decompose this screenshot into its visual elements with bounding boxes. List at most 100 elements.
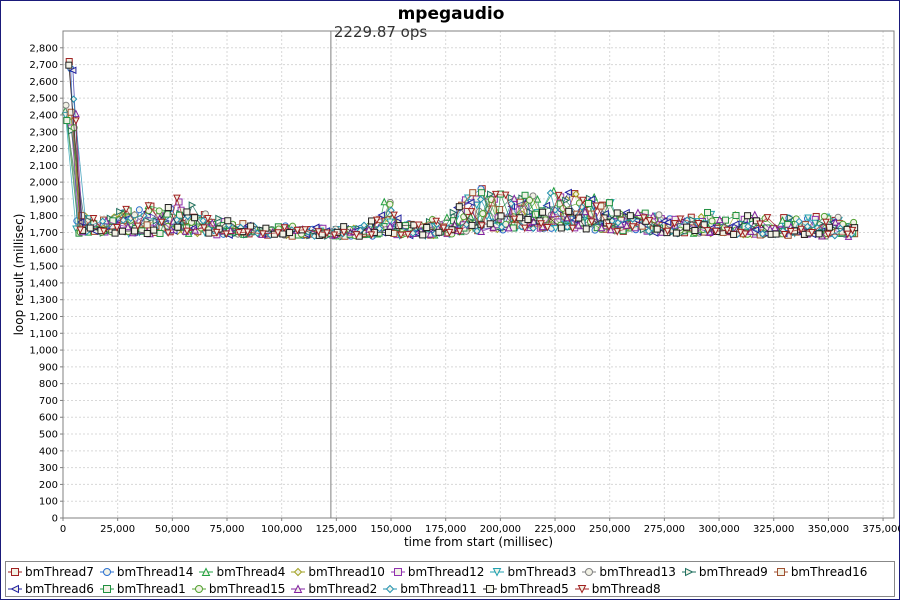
legend-item: bmThread2 (291, 580, 377, 597)
data-point (694, 219, 703, 228)
data-point (704, 208, 712, 216)
data-point (477, 195, 485, 204)
data-point (386, 200, 394, 208)
x-tick-label: 275,000 (644, 524, 685, 535)
y-tick-label: 900 (39, 362, 58, 373)
legend-marker (99, 567, 114, 576)
data-point (86, 224, 94, 232)
data-point (89, 215, 98, 223)
data-point (824, 230, 832, 239)
legend-label: bmThread14 (116, 564, 194, 579)
data-point (116, 207, 124, 216)
legend-label: bmThread8 (591, 581, 661, 596)
legend-label: bmThread1 (116, 581, 186, 596)
data-point (626, 212, 634, 220)
data-point (574, 221, 583, 229)
data-point (711, 227, 720, 236)
data-point (235, 229, 243, 237)
data-point (212, 228, 221, 237)
legend-item: bmThread13 (582, 563, 676, 580)
data-point (67, 108, 75, 116)
data-point (497, 212, 505, 220)
data-point (613, 209, 621, 217)
data-point (393, 214, 402, 222)
data-point (529, 217, 538, 225)
y-tick-label: 2,100 (29, 161, 58, 172)
y-axis-label: loop result (millisec) (12, 214, 26, 336)
data-point (582, 225, 590, 233)
legend-marker (773, 567, 788, 576)
legend-marker (199, 566, 214, 576)
data-point (131, 227, 139, 235)
data-point (780, 231, 789, 239)
data-point (563, 223, 571, 231)
data-point (330, 231, 339, 240)
data-point (224, 217, 232, 225)
data-point (377, 211, 385, 219)
legend-label: bmThread16 (790, 564, 868, 579)
legend-item: bmThread6 (8, 580, 94, 597)
data-point (634, 208, 642, 216)
data-point (473, 227, 481, 235)
data-point (468, 221, 476, 229)
legend-label: bmThread7 (25, 564, 94, 579)
data-point (763, 214, 772, 222)
data-point (279, 230, 287, 238)
data-point (183, 227, 191, 236)
data-point (795, 217, 803, 226)
y-tick-label: 700 (39, 396, 58, 407)
data-point (744, 222, 752, 231)
data-point (72, 109, 80, 118)
data-point (113, 224, 121, 232)
data-point (367, 231, 376, 239)
x-tick-label: 350,000 (808, 524, 849, 535)
data-point (274, 229, 282, 237)
x-tick-label: 125,000 (316, 524, 357, 535)
legend-item: bmThread1 (99, 580, 186, 597)
data-point (510, 215, 519, 224)
data-point (76, 226, 85, 235)
data-point (614, 219, 622, 227)
x-tick-label: 200,000 (480, 524, 521, 535)
x-tick-label: 250,000 (589, 524, 630, 535)
data-point (516, 214, 524, 222)
y-tick-label: 1,000 (29, 346, 58, 357)
plot-border (62, 30, 895, 519)
x-tick-label: 300,000 (698, 524, 739, 535)
data-point (786, 214, 795, 222)
data-point (564, 188, 572, 197)
data-point (68, 66, 77, 75)
data-point (384, 228, 392, 236)
data-point (691, 227, 699, 235)
data-point (605, 223, 613, 231)
data-point (435, 228, 443, 236)
data-point (439, 224, 448, 233)
data-point (111, 229, 119, 237)
data-point (820, 212, 828, 220)
data-point (510, 194, 519, 202)
y-tick-label: 2,300 (29, 127, 58, 138)
data-point (360, 221, 368, 229)
x-tick-label: 375,000 (862, 524, 900, 535)
legend-marker (8, 584, 22, 593)
y-tick-label: 2,000 (29, 178, 58, 189)
data-point (797, 225, 805, 234)
legend-marker (8, 567, 22, 576)
legend-item: bmThread15 (191, 580, 285, 597)
data-point (543, 224, 552, 232)
legend-label: bmThread10 (308, 564, 385, 579)
data-point (670, 220, 679, 228)
legend-marker (291, 583, 306, 593)
data-point (314, 228, 323, 236)
data-point (592, 202, 601, 211)
y-tick-label: 2,500 (29, 94, 58, 105)
data-point (628, 223, 637, 231)
legend-item: bmThread9 (681, 563, 768, 580)
data-point (815, 230, 823, 238)
data-point (731, 220, 740, 228)
x-axis-label: time from start (millisec) (404, 535, 553, 549)
data-point (489, 223, 497, 231)
legend-label: bmThread13 (599, 564, 676, 579)
data-point (340, 228, 348, 237)
data-point (373, 216, 381, 225)
